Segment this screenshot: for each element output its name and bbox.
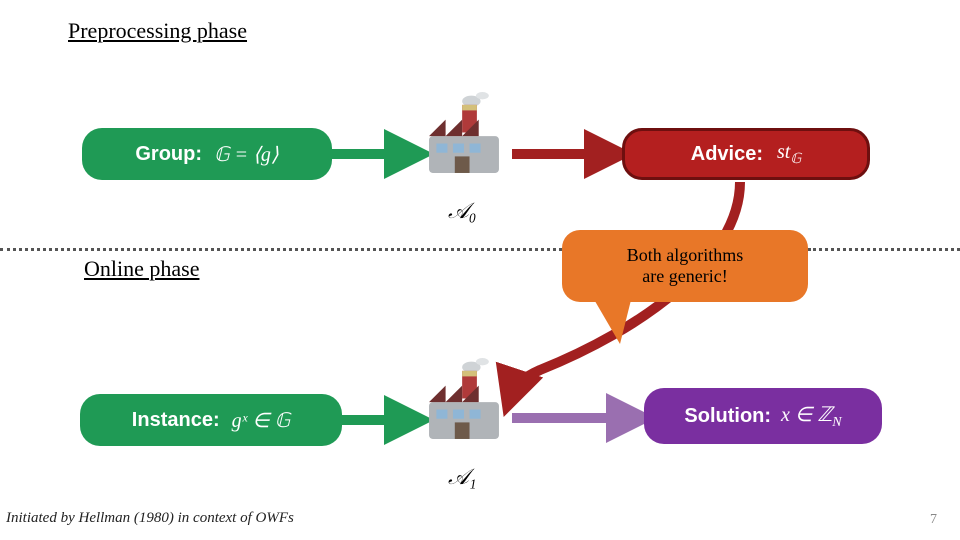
heading-online: Online phase: [84, 256, 199, 282]
heading-preprocessing: Preprocessing phase: [68, 18, 247, 44]
pill-instance-math: gˣ ∈ 𝔾: [232, 408, 291, 433]
pill-group: Group: 𝔾 = ⟨g⟩: [82, 128, 332, 180]
slide-number: 7: [930, 512, 937, 528]
pill-solution-math: x ∈ ℤN: [781, 402, 842, 431]
pill-group-math: 𝔾 = ⟨g⟩: [214, 142, 279, 167]
pill-advice: Advice: st𝔾: [622, 128, 870, 180]
callout-generic: Both algorithms are generic!: [562, 230, 808, 302]
footnote: Initiated by Hellman (1980) in context o…: [6, 510, 294, 527]
pill-instance: Instance: gˣ ∈ 𝔾: [80, 394, 342, 446]
pill-solution-label: Solution:: [684, 405, 771, 428]
pill-advice-label: Advice:: [691, 143, 763, 166]
pill-advice-math: st𝔾: [777, 141, 801, 168]
label-a1: 𝒜₁: [448, 464, 476, 490]
callout-line1: Both algorithms: [627, 245, 744, 266]
callout-tail: [592, 296, 632, 344]
label-a0: 𝒜₀: [448, 198, 476, 224]
phase-divider-left: [0, 248, 562, 251]
callout-line2: are generic!: [642, 266, 727, 287]
factory-icon-a0: [418, 92, 510, 184]
pill-solution: Solution: x ∈ ℤN: [644, 388, 882, 444]
pill-group-label: Group:: [135, 143, 202, 166]
pill-instance-label: Instance:: [132, 409, 220, 432]
phase-divider-right: [808, 248, 960, 251]
factory-icon-a1: [418, 358, 510, 450]
